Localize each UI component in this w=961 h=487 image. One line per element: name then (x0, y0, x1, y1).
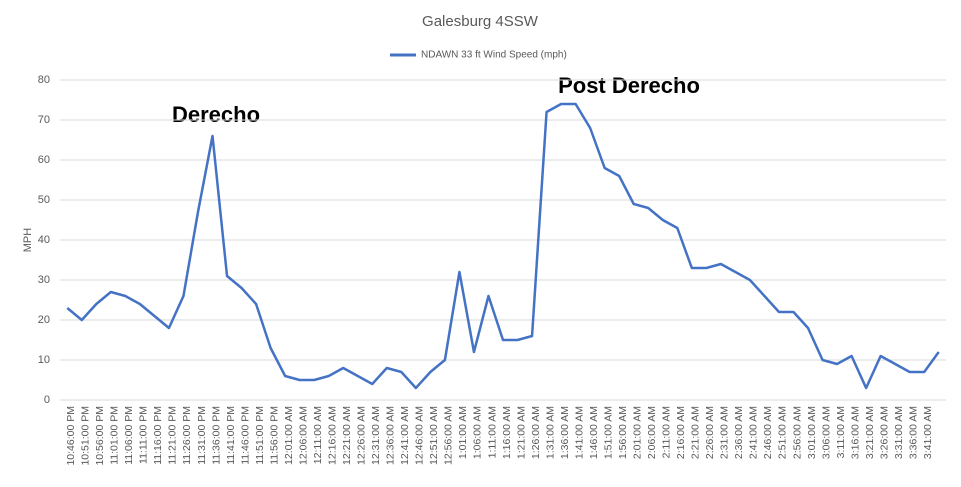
x-tick-label: 3:21:00 AM (864, 406, 876, 459)
x-tick-label: 12:26:00 AM (356, 406, 368, 465)
x-tick-label: 1:21:00 AM (515, 406, 527, 459)
x-tick-label: 3:26:00 AM (878, 406, 890, 459)
x-tick-label: 2:41:00 AM (748, 406, 760, 459)
x-tick-label: 12:16:00 AM (326, 406, 338, 465)
y-tick-label: 50 (38, 194, 50, 206)
x-tick-label: 2:16:00 AM (675, 406, 687, 459)
data-line (66, 102, 940, 390)
y-tick-label: 20 (38, 314, 50, 326)
x-tick-label: 12:51:00 AM (428, 406, 440, 465)
x-tick-label: 2:11:00 AM (661, 406, 673, 458)
legend-label: NDAWN 33 ft Wind Speed (mph) (421, 50, 567, 61)
x-tick-label: 11:11:00 PM (138, 406, 150, 464)
x-tick-label: 10:56:00 PM (94, 406, 106, 466)
x-tick-label: 1:36:00 AM (559, 406, 571, 459)
x-tick-label: 11:56:00 PM (268, 406, 280, 465)
x-tick-label: 2:06:00 AM (646, 406, 658, 459)
x-tick-label: 11:01:00 PM (109, 406, 121, 465)
x-tick-label: 3:06:00 AM (820, 406, 832, 459)
x-tick-label: 12:06:00 AM (297, 406, 309, 465)
x-tick-label: 1:41:00 AM (573, 406, 585, 459)
x-tick-label: 11:36:00 PM (210, 406, 222, 465)
annotation: Derecho (172, 102, 260, 127)
x-tick-label: 2:56:00 AM (791, 406, 803, 459)
x-tick-label: 3:41:00 AM (922, 406, 934, 459)
y-tick-label: 70 (38, 114, 50, 126)
x-tick-label: 2:26:00 AM (704, 406, 716, 459)
x-tick-label: 11:26:00 PM (181, 406, 193, 465)
x-tick-label: 11:51:00 PM (254, 406, 266, 465)
x-tick-label: 12:11:00 AM (312, 406, 324, 464)
x-tick-label: 3:01:00 AM (806, 406, 818, 459)
x-tick-label: 11:16:00 PM (152, 406, 164, 465)
x-tick-label: 1:26:00 AM (530, 406, 542, 459)
x-tick-label: 11:41:00 PM (225, 406, 237, 465)
x-tick-label: 1:01:00 AM (457, 406, 469, 459)
x-tick-label: 11:46:00 PM (239, 406, 251, 465)
x-tick-label: 2:21:00 AM (690, 406, 702, 459)
x-tick-label: 3:16:00 AM (849, 406, 861, 459)
x-tick-label: 1:31:00 AM (544, 406, 556, 459)
x-tick-label: 1:11:00 AM (486, 406, 498, 458)
x-tick-label: 1:51:00 AM (602, 406, 614, 459)
x-tick-label: 12:56:00 AM (443, 406, 455, 465)
y-tick-label: 80 (38, 74, 50, 86)
y-tick-label: 0 (44, 394, 50, 406)
x-tick-label: 3:11:00 AM (835, 406, 847, 458)
annotation: Post Derecho (558, 73, 700, 98)
x-tick-label: 1:06:00 AM (472, 406, 484, 459)
x-tick-label: 12:01:00 AM (283, 406, 295, 465)
y-tick-label: 60 (38, 154, 50, 166)
x-tick-label: 2:46:00 AM (762, 406, 774, 459)
x-tick-label: 12:41:00 AM (399, 406, 411, 465)
x-tick-label: 12:21:00 AM (341, 406, 353, 465)
x-tick-label: 11:21:00 PM (167, 406, 179, 465)
x-tick-label: 1:56:00 AM (617, 406, 629, 459)
x-tick-label: 12:36:00 AM (385, 406, 397, 465)
chart-title: Galesburg 4SSW (422, 13, 539, 30)
x-tick-label: 2:36:00 AM (733, 406, 745, 459)
x-tick-label: 11:06:00 PM (123, 406, 135, 465)
y-axis-label: MPH (22, 228, 34, 253)
y-tick-label: 30 (38, 274, 50, 286)
x-tick-label: 1:46:00 AM (588, 406, 600, 459)
x-tick-label: 11:31:00 PM (196, 406, 208, 465)
x-tick-label: 10:46:00 PM (65, 406, 77, 466)
x-tick-label: 2:01:00 AM (632, 406, 644, 459)
x-tick-label: 2:31:00 AM (719, 406, 731, 459)
y-tick-label: 10 (38, 354, 50, 366)
x-tick-label: 12:46:00 AM (414, 406, 426, 465)
y-tick-label: 40 (38, 234, 50, 246)
x-tick-label: 10:51:00 PM (80, 406, 92, 466)
x-tick-label: 3:36:00 AM (907, 406, 919, 459)
x-tick-label: 2:51:00 AM (777, 406, 789, 459)
x-tick-label: 1:16:00 AM (501, 406, 513, 459)
x-tick-label: 3:31:00 AM (893, 406, 905, 459)
x-tick-label: 12:31:00 AM (370, 406, 382, 465)
